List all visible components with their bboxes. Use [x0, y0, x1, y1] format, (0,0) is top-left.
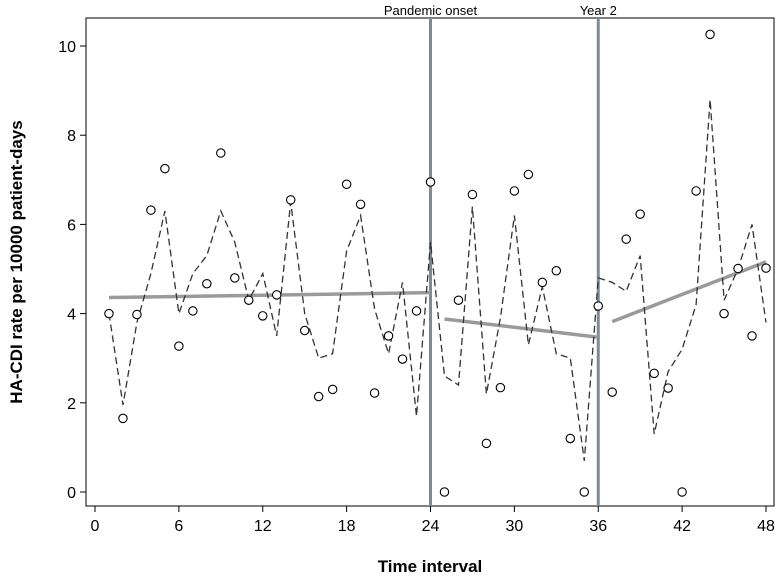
data-point	[523, 169, 534, 180]
data-point	[383, 331, 394, 341]
x-tick-label: 36	[589, 518, 607, 535]
y-tick-label: 4	[67, 307, 76, 324]
y-tick-label: 2	[67, 396, 76, 413]
x-tick-label: 30	[505, 518, 523, 535]
data-point	[551, 266, 562, 276]
data-point	[509, 186, 520, 196]
x-tick-label: 24	[422, 518, 440, 535]
fitted-line	[108, 99, 767, 461]
data-point	[439, 487, 450, 497]
data-point	[593, 301, 603, 311]
data-point	[313, 391, 324, 402]
data-point	[397, 354, 408, 364]
data-point	[118, 413, 128, 424]
y-tick-label: 6	[67, 217, 76, 234]
data-point	[677, 487, 687, 497]
data-point	[146, 205, 156, 215]
data-point	[635, 209, 645, 219]
x-tick-label: 42	[673, 518, 691, 535]
data-point	[285, 195, 296, 205]
data-point	[216, 148, 226, 158]
fitted-series	[108, 99, 767, 461]
data-point	[705, 29, 715, 40]
x-tick-label: 48	[757, 518, 775, 535]
data-point	[733, 263, 743, 274]
data-point	[257, 311, 268, 321]
data-point	[761, 263, 771, 273]
data-point	[467, 189, 478, 200]
data-point	[369, 388, 380, 398]
data-point	[355, 199, 366, 210]
data-point	[411, 306, 422, 316]
data-point	[747, 331, 757, 341]
data-point	[160, 163, 170, 174]
data-point	[230, 273, 240, 283]
data-point	[341, 179, 352, 190]
data-point	[299, 325, 310, 336]
trend-segment	[444, 317, 599, 339]
y-tick-label: 8	[67, 128, 76, 145]
data-point	[495, 382, 506, 393]
data-point	[174, 341, 184, 351]
data-point	[188, 306, 198, 316]
data-point	[202, 278, 212, 289]
data-point	[663, 383, 673, 393]
data-point	[481, 438, 492, 449]
data-point	[453, 295, 464, 305]
annotation-lines: Pandemic onset Year 2	[384, 3, 617, 506]
data-point	[327, 384, 338, 395]
data-point	[104, 308, 114, 319]
x-tick-label: 18	[338, 518, 356, 535]
data-point	[719, 308, 729, 319]
x-axis-ticks: 0 6 12 18 24 30 36 42 48	[91, 506, 775, 535]
trend-segment	[108, 290, 431, 300]
y-tick-label: 10	[58, 39, 76, 56]
data-point	[621, 234, 631, 244]
y-axis-title: HA-CDI rate per 10000 patient-days	[7, 120, 26, 403]
data-point	[537, 277, 548, 288]
y-tick-label: 0	[67, 485, 76, 502]
data-point	[579, 487, 590, 497]
x-axis-title: Time interval	[378, 557, 483, 576]
trend-segment	[611, 260, 767, 324]
data-point	[565, 433, 576, 444]
data-point	[271, 290, 282, 300]
data-point	[244, 295, 254, 305]
trend-lines	[108, 260, 767, 339]
annotation-label: Year 2	[580, 3, 617, 18]
y-axis-ticks: 0 2 4 6 8 10	[58, 39, 86, 502]
data-point	[425, 177, 436, 187]
data-point	[691, 186, 701, 196]
x-tick-label: 6	[174, 518, 183, 535]
annotation-label: Pandemic onset	[384, 3, 478, 18]
data-point	[649, 368, 659, 379]
data-point	[607, 387, 617, 397]
x-tick-label: 12	[254, 518, 272, 535]
x-tick-label: 0	[91, 518, 100, 535]
data-point	[132, 309, 142, 320]
observed-points	[104, 29, 771, 497]
